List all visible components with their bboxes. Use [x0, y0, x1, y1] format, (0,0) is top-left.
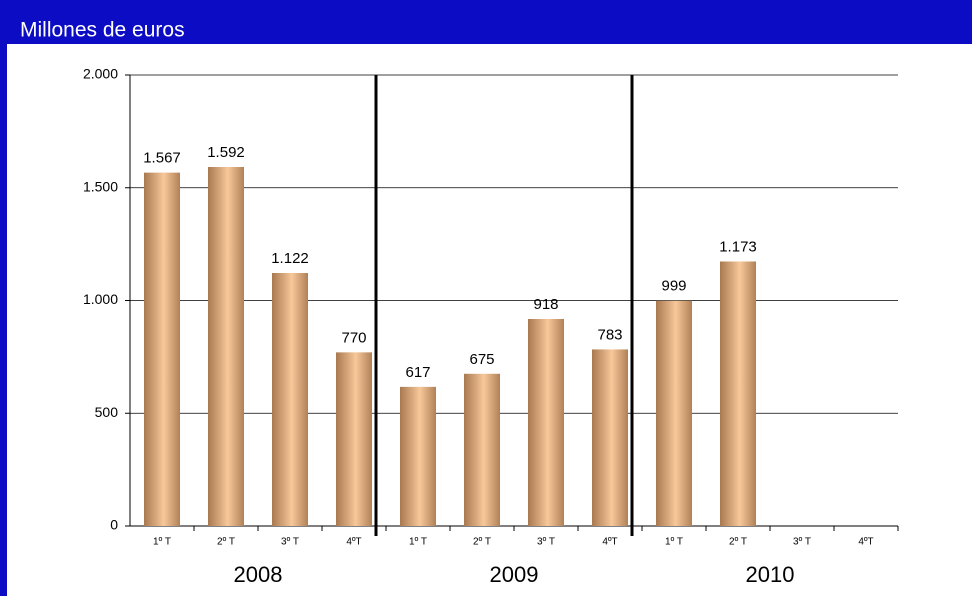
x-tick-label: 4ºT — [346, 537, 361, 548]
value-label: 1.592 — [207, 144, 245, 161]
chart-title: Millones de euros — [20, 19, 185, 42]
x-tick-label: 2º T — [217, 537, 235, 548]
left-border — [0, 0, 7, 596]
value-label: 918 — [533, 296, 558, 313]
x-tick-label: 4ºT — [602, 537, 617, 548]
bar — [144, 172, 180, 527]
bar — [208, 167, 244, 526]
bar — [656, 300, 692, 526]
y-tick-label: 0 — [110, 517, 118, 533]
x-tick-label: 3º T — [281, 537, 299, 548]
value-label: 999 — [661, 278, 686, 295]
value-label: 783 — [597, 326, 622, 343]
bar — [464, 373, 500, 526]
bar — [272, 272, 308, 526]
group-label: 2010 — [746, 562, 795, 587]
x-tick-label: 3º T — [793, 537, 811, 548]
bar — [720, 261, 756, 526]
bar — [336, 352, 372, 526]
value-label: 770 — [341, 329, 366, 346]
x-tick-label: 1º T — [665, 537, 683, 548]
x-tick-label: 3º T — [537, 537, 555, 548]
value-label: 1.173 — [719, 238, 757, 255]
x-tick-label: 1º T — [153, 537, 171, 548]
x-tick-label: 2º T — [729, 537, 747, 548]
group-label: 2008 — [234, 562, 283, 587]
value-label: 1.122 — [271, 250, 309, 267]
value-label: 617 — [405, 364, 430, 381]
group-label: 2009 — [490, 562, 539, 587]
x-tick-label: 1º T — [409, 537, 427, 548]
y-tick-label: 500 — [95, 404, 119, 420]
value-label: 1.567 — [143, 150, 181, 167]
bar — [528, 318, 564, 526]
y-tick-label: 1.000 — [83, 291, 118, 307]
bar — [400, 386, 436, 526]
x-tick-label: 4ºT — [858, 537, 873, 548]
header-bar — [0, 0, 972, 44]
x-tick-label: 2º T — [473, 537, 491, 548]
value-label: 675 — [469, 351, 494, 368]
bar — [592, 349, 628, 526]
y-tick-label: 2.000 — [83, 66, 118, 82]
y-tick-label: 1.500 — [83, 178, 118, 194]
